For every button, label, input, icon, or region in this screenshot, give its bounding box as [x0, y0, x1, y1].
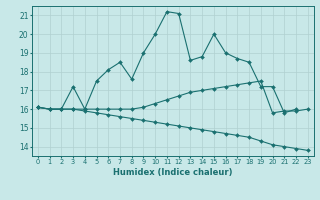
X-axis label: Humidex (Indice chaleur): Humidex (Indice chaleur) [113, 168, 233, 177]
